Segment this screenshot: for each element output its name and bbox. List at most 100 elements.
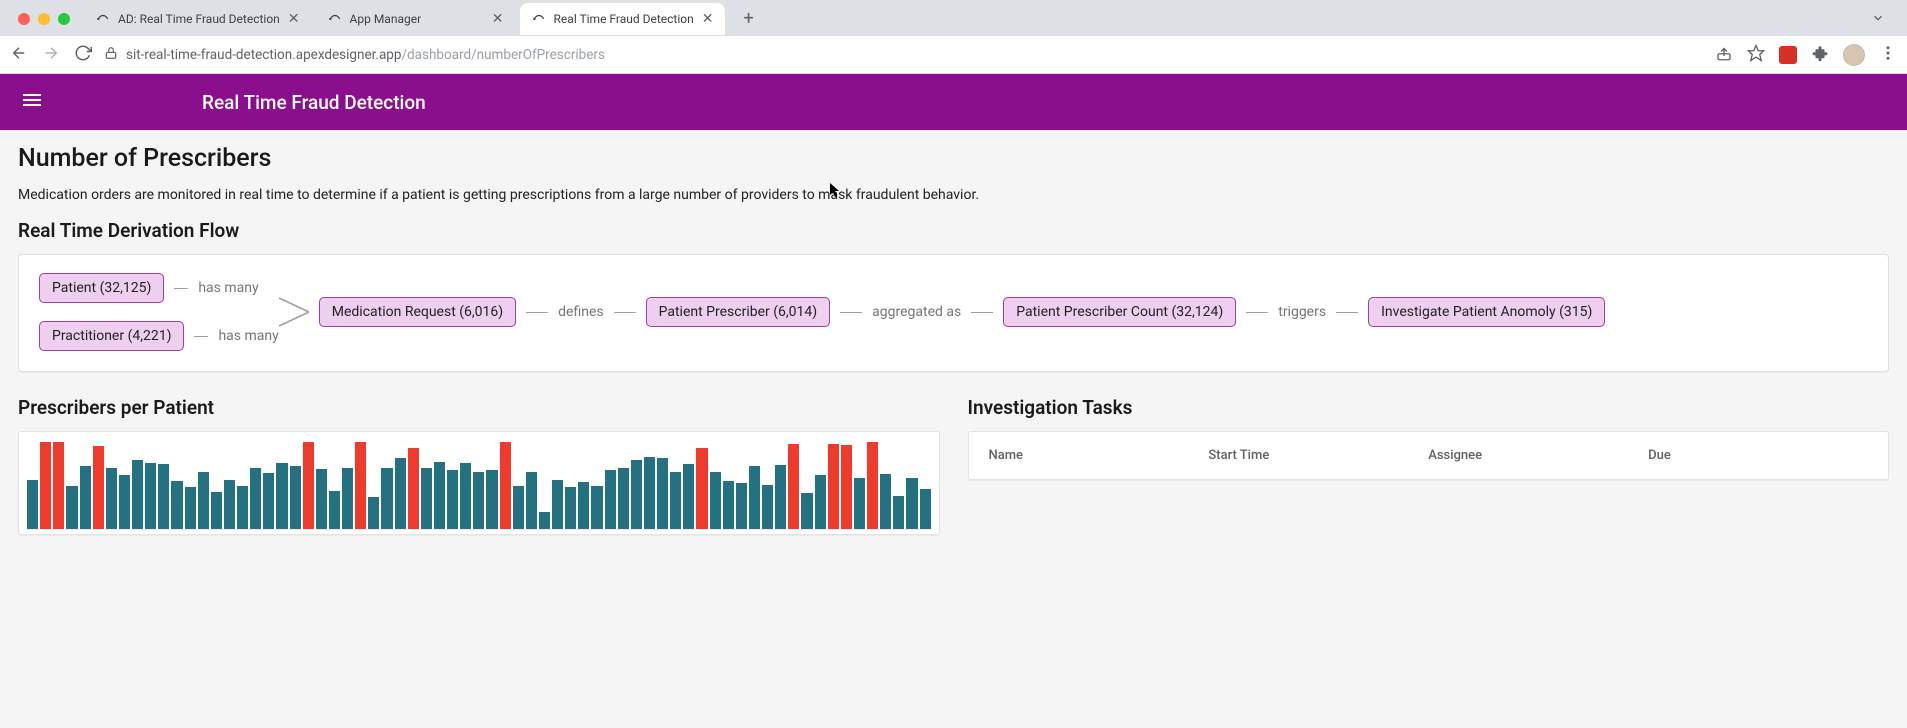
bookmark-icon[interactable] <box>1747 44 1765 66</box>
maximize-window-icon[interactable] <box>58 13 70 25</box>
bar[interactable] <box>66 486 77 530</box>
flow-node[interactable]: Patient Prescriber (6,014) <box>646 297 831 327</box>
bar[interactable] <box>447 470 458 529</box>
bar[interactable] <box>368 497 379 529</box>
bar[interactable] <box>27 480 38 529</box>
reload-button[interactable] <box>74 44 92 66</box>
bar-anomaly[interactable] <box>867 442 878 529</box>
bar[interactable] <box>920 489 931 529</box>
forward-button[interactable] <box>42 44 60 66</box>
bar[interactable] <box>552 480 563 529</box>
bar[interactable] <box>775 465 786 529</box>
tab-close-button[interactable]: ✕ <box>702 12 714 26</box>
bar[interactable] <box>670 472 681 529</box>
bar[interactable] <box>145 463 156 529</box>
bar[interactable] <box>473 472 484 529</box>
bar[interactable] <box>224 480 235 529</box>
bar[interactable] <box>801 493 812 529</box>
table-column-header[interactable]: Start Time <box>1208 448 1428 463</box>
table-column-header[interactable]: Assignee <box>1428 448 1648 463</box>
tab-overflow-button[interactable] <box>1871 10 1899 29</box>
bar[interactable] <box>381 468 392 529</box>
bar[interactable] <box>329 491 340 529</box>
bar-anomaly[interactable] <box>500 442 511 529</box>
flow-node[interactable]: Medication Request (6,016) <box>319 297 516 327</box>
bar[interactable] <box>211 492 222 529</box>
bar[interactable] <box>250 468 261 529</box>
bar[interactable] <box>342 468 353 529</box>
bar-anomaly[interactable] <box>828 444 839 529</box>
bar-anomaly[interactable] <box>53 442 64 529</box>
bar[interactable] <box>421 468 432 529</box>
bar[interactable] <box>565 487 576 529</box>
bar-anomaly[interactable] <box>788 444 799 529</box>
bar[interactable] <box>486 470 497 529</box>
bar[interactable] <box>591 486 602 530</box>
bar-anomaly[interactable] <box>841 445 852 529</box>
bar[interactable] <box>618 468 629 529</box>
bar[interactable] <box>171 481 182 529</box>
tab-close-button[interactable]: ✕ <box>288 12 300 26</box>
flow-node[interactable]: Patient Prescriber Count (32,124) <box>1003 297 1236 327</box>
bar[interactable] <box>578 482 589 529</box>
bar[interactable] <box>815 475 826 529</box>
menu-icon[interactable] <box>20 88 44 116</box>
bar[interactable] <box>198 472 209 529</box>
bar[interactable] <box>237 486 248 529</box>
bar[interactable] <box>460 463 471 529</box>
bar[interactable] <box>539 512 550 529</box>
bar[interactable] <box>762 485 773 530</box>
bar[interactable] <box>276 463 287 529</box>
bar[interactable] <box>736 483 747 529</box>
bar[interactable] <box>158 464 169 529</box>
address-bar[interactable]: sit-real-time-fraud-detection.apexdesign… <box>104 46 605 64</box>
bar-anomaly[interactable] <box>40 442 51 529</box>
profile-avatar[interactable] <box>1843 44 1865 66</box>
bar[interactable] <box>683 464 694 529</box>
bar[interactable] <box>263 473 274 529</box>
table-column-header[interactable]: Name <box>989 448 1209 463</box>
bar[interactable] <box>906 478 917 529</box>
bar[interactable] <box>749 466 760 529</box>
bar[interactable] <box>434 462 445 529</box>
new-tab-button[interactable]: + <box>735 6 761 32</box>
bar[interactable] <box>854 478 865 529</box>
flow-node[interactable]: Practitioner (4,221) <box>39 321 184 351</box>
browser-tab[interactable]: Real Time Fraud Detection✕ <box>520 3 726 35</box>
bar-anomaly[interactable] <box>303 442 314 529</box>
close-window-icon[interactable] <box>18 13 30 25</box>
bar[interactable] <box>316 469 327 529</box>
extensions-menu-icon[interactable] <box>1811 44 1829 66</box>
bar-anomaly[interactable] <box>696 448 707 529</box>
bar[interactable] <box>631 460 642 529</box>
browser-menu-icon[interactable] <box>1879 44 1897 66</box>
bar[interactable] <box>119 475 130 529</box>
extension-icon[interactable] <box>1779 46 1797 64</box>
browser-tab[interactable]: App Manager✕ <box>316 3 516 35</box>
bar[interactable] <box>395 458 406 529</box>
bar[interactable] <box>132 460 143 529</box>
flow-node[interactable]: Patient (32,125) <box>39 273 164 303</box>
table-column-header[interactable]: Due <box>1648 448 1868 463</box>
browser-tab[interactable]: AD: Real Time Fraud Detection✕ <box>84 3 312 35</box>
flow-node[interactable]: Investigate Patient Anomoly (315) <box>1368 297 1605 327</box>
share-icon[interactable] <box>1715 44 1733 66</box>
bar[interactable] <box>290 466 301 529</box>
bar[interactable] <box>657 458 668 529</box>
bar[interactable] <box>893 496 904 529</box>
bar[interactable] <box>710 472 721 529</box>
bar-anomaly[interactable] <box>408 448 419 529</box>
bar[interactable] <box>526 472 537 529</box>
bar[interactable] <box>106 468 117 529</box>
bar[interactable] <box>513 486 524 530</box>
bar[interactable] <box>723 481 734 529</box>
bar[interactable] <box>80 466 91 529</box>
tab-close-button[interactable]: ✕ <box>492 12 504 26</box>
minimize-window-icon[interactable] <box>38 13 50 25</box>
bar-anomaly[interactable] <box>93 446 104 529</box>
bar[interactable] <box>880 474 891 529</box>
bar[interactable] <box>605 470 616 529</box>
bar[interactable] <box>185 487 196 529</box>
bar[interactable] <box>644 457 655 529</box>
back-button[interactable] <box>10 44 28 66</box>
